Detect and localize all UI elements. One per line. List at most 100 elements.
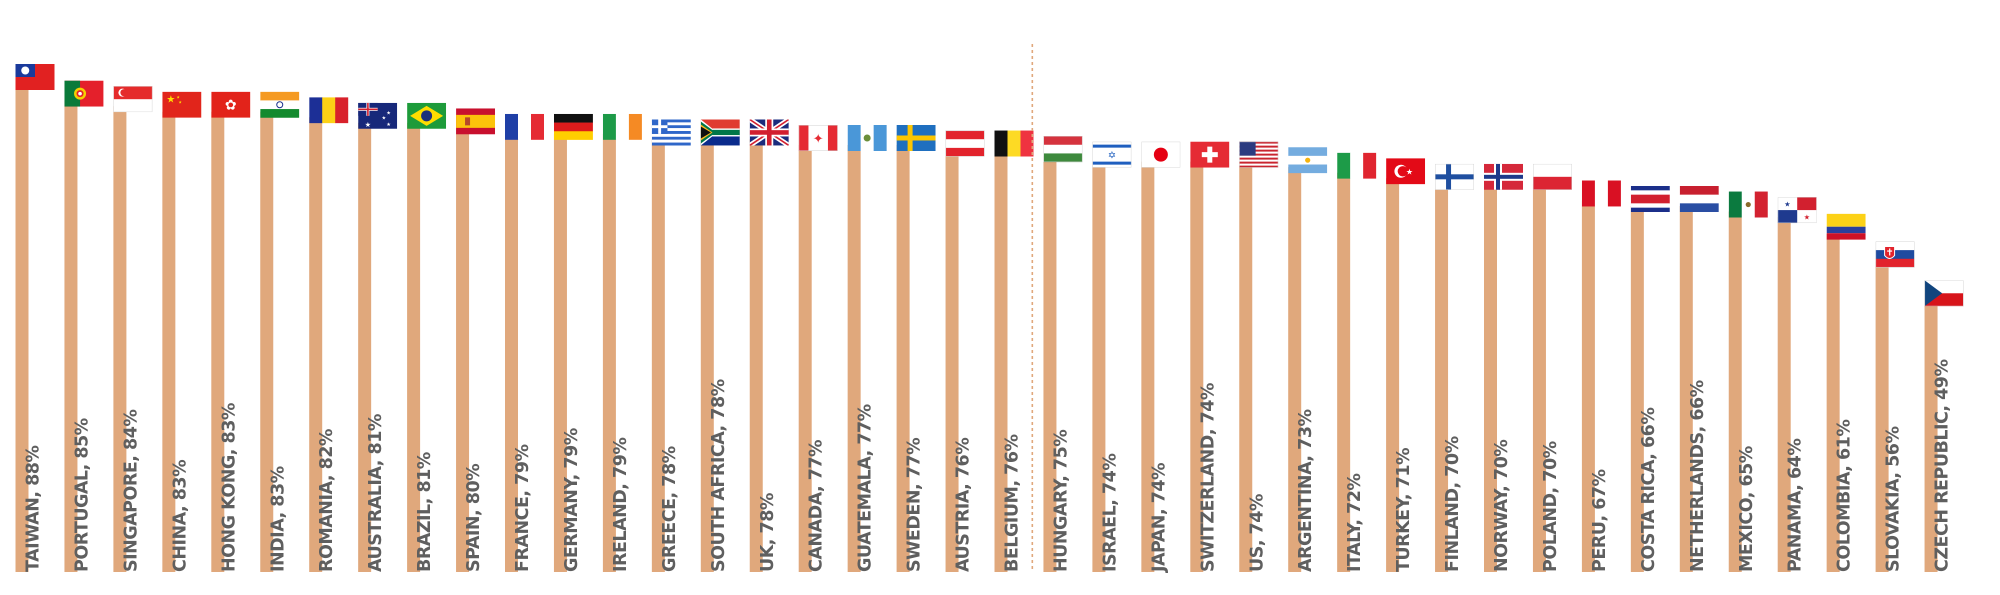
romania-flag-icon (309, 97, 349, 124)
svg-text:★: ★ (386, 111, 391, 117)
bar-label: NETHERLANDS, 66% (1688, 380, 1708, 572)
flags: ★ ★★ ✿★★★★✦✡★★★ (15, 64, 1964, 307)
bar-czech-republic (1924, 300, 1938, 572)
bar-label: GUATEMALA, 77% (856, 404, 876, 572)
bar-label: SLOVAKIA, 56% (1884, 426, 1904, 572)
bar-label: IRELAND, 79% (611, 438, 631, 572)
svg-text:★: ★ (166, 95, 175, 106)
bar-label: SWITZERLAND, 74% (1198, 383, 1218, 572)
netherlands-flag-icon (1679, 186, 1719, 212)
uk-flag-icon (749, 119, 789, 146)
bar-label: PORTUGAL, 85% (72, 418, 92, 572)
bar-us (1239, 161, 1253, 573)
bar-label: ROMANIA, 82% (317, 429, 337, 572)
bar-uk (749, 139, 763, 573)
bar-label: FINLAND, 70% (1443, 436, 1463, 572)
italy-flag-icon (1337, 152, 1377, 179)
peru-flag-icon (1581, 180, 1621, 207)
bar-label: CANADA, 77% (807, 440, 827, 572)
bar-labels: TAIWAN, 88% PORTUGAL, 85% SINGAPORE, 84% CH… (24, 359, 1953, 573)
australia-flag-icon: ★★★★ (358, 102, 398, 129)
bar-label: GERMANY, 79% (562, 428, 582, 572)
bar-label: US, 74% (1247, 494, 1267, 572)
bar-label: INDIA, 83% (268, 466, 288, 572)
belgium-flag-icon (994, 130, 1034, 157)
turkey-flag-icon: ★ (1386, 158, 1426, 185)
mexico-flag-icon (1728, 191, 1768, 218)
bar-netherlands (1679, 206, 1693, 572)
taiwan-flag-icon (15, 64, 55, 90)
sweden-flag-icon (896, 125, 936, 151)
bar-norway (1484, 183, 1497, 572)
portugal-flag-icon (64, 80, 104, 107)
india-flag-icon (260, 91, 300, 118)
bar-australia (358, 122, 372, 573)
bar-label: SPAIN, 80% (464, 464, 484, 572)
bar-label: JAPAN, 74% (1149, 463, 1169, 573)
bar-india (260, 111, 274, 573)
israel-flag-icon: ✡ (1092, 141, 1132, 168)
svg-text:★: ★ (1406, 167, 1413, 176)
bar-poland (1532, 183, 1546, 572)
svg-text:★: ★ (1804, 214, 1810, 222)
bar-label: FRANCE, 79% (513, 444, 533, 572)
svg-text:★: ★ (386, 122, 391, 128)
bar-label: COLOMBIA, 61% (1835, 420, 1855, 572)
bar-austria (945, 150, 959, 572)
czech-republic-flag-icon (1924, 280, 1964, 307)
south-africa-flag-icon (700, 119, 740, 146)
bar-argentina (1288, 167, 1302, 572)
bar-label: AUSTRALIA, 81% (366, 414, 386, 572)
bar-label: NORWAY, 70% (1492, 440, 1512, 572)
bar-label: GREECE, 78% (660, 446, 680, 572)
slovakia-flag-icon (1875, 241, 1915, 268)
china-flag-icon: ★ ★★ (162, 91, 202, 118)
bar-label: SOUTH AFRICA, 78% (709, 379, 729, 572)
svg-text:★: ★ (382, 116, 387, 122)
greece-flag-icon (651, 119, 691, 146)
bar-south-africa (700, 139, 714, 573)
bar-colombia (1826, 233, 1840, 572)
bar-finland (1435, 183, 1449, 572)
us-flag-icon (1239, 141, 1279, 168)
guatemala-flag-icon (847, 125, 887, 151)
bar-slovakia (1875, 261, 1889, 572)
svg-text:★: ★ (176, 95, 180, 100)
hungary-flag-icon (1043, 136, 1083, 163)
svg-text:✡: ✡ (1108, 151, 1116, 162)
bar-label: TAIWAN, 88% (24, 446, 44, 572)
bar-japan (1141, 161, 1155, 573)
bar-label: CHINA, 83% (170, 460, 190, 572)
bar-label: CZECH REPUBLIC, 49% (1933, 359, 1953, 572)
bar-peru (1581, 200, 1595, 573)
bar-mexico (1728, 211, 1742, 572)
svg-text:★: ★ (178, 100, 182, 105)
bars (15, 84, 1938, 573)
bar-guatemala (847, 145, 861, 572)
bar-label: PERU, 67% (1590, 469, 1610, 572)
bar-israel (1092, 161, 1106, 573)
brazil-flag-icon (407, 102, 447, 129)
bar-costa-rica (1630, 206, 1644, 572)
bar-label: ITALY, 72% (1345, 474, 1365, 572)
bar-romania (309, 117, 323, 572)
hong-kong-flag-icon: ✿ (211, 91, 251, 118)
bar-label: HUNGARY, 75% (1051, 430, 1071, 572)
france-flag-icon (505, 113, 544, 140)
bar-panama (1777, 217, 1791, 572)
singapore-flag-icon (113, 86, 153, 113)
bar-italy (1337, 172, 1351, 572)
bar-hungary (1043, 156, 1057, 572)
spain-flag-icon (456, 108, 496, 135)
poland-flag-icon (1532, 163, 1572, 190)
japan-flag-icon (1141, 141, 1181, 168)
bar-sweden (896, 145, 910, 572)
bar-portugal (64, 100, 78, 573)
bar-china (162, 111, 176, 573)
bar-singapore (113, 106, 127, 572)
bar-label: ISRAEL, 74% (1100, 454, 1120, 572)
bar-label: POLAND, 70% (1541, 441, 1561, 572)
bar-label: UK, 78% (758, 493, 778, 572)
bar-label: BRAZIL, 81% (415, 452, 435, 572)
bar-turkey (1386, 178, 1400, 573)
